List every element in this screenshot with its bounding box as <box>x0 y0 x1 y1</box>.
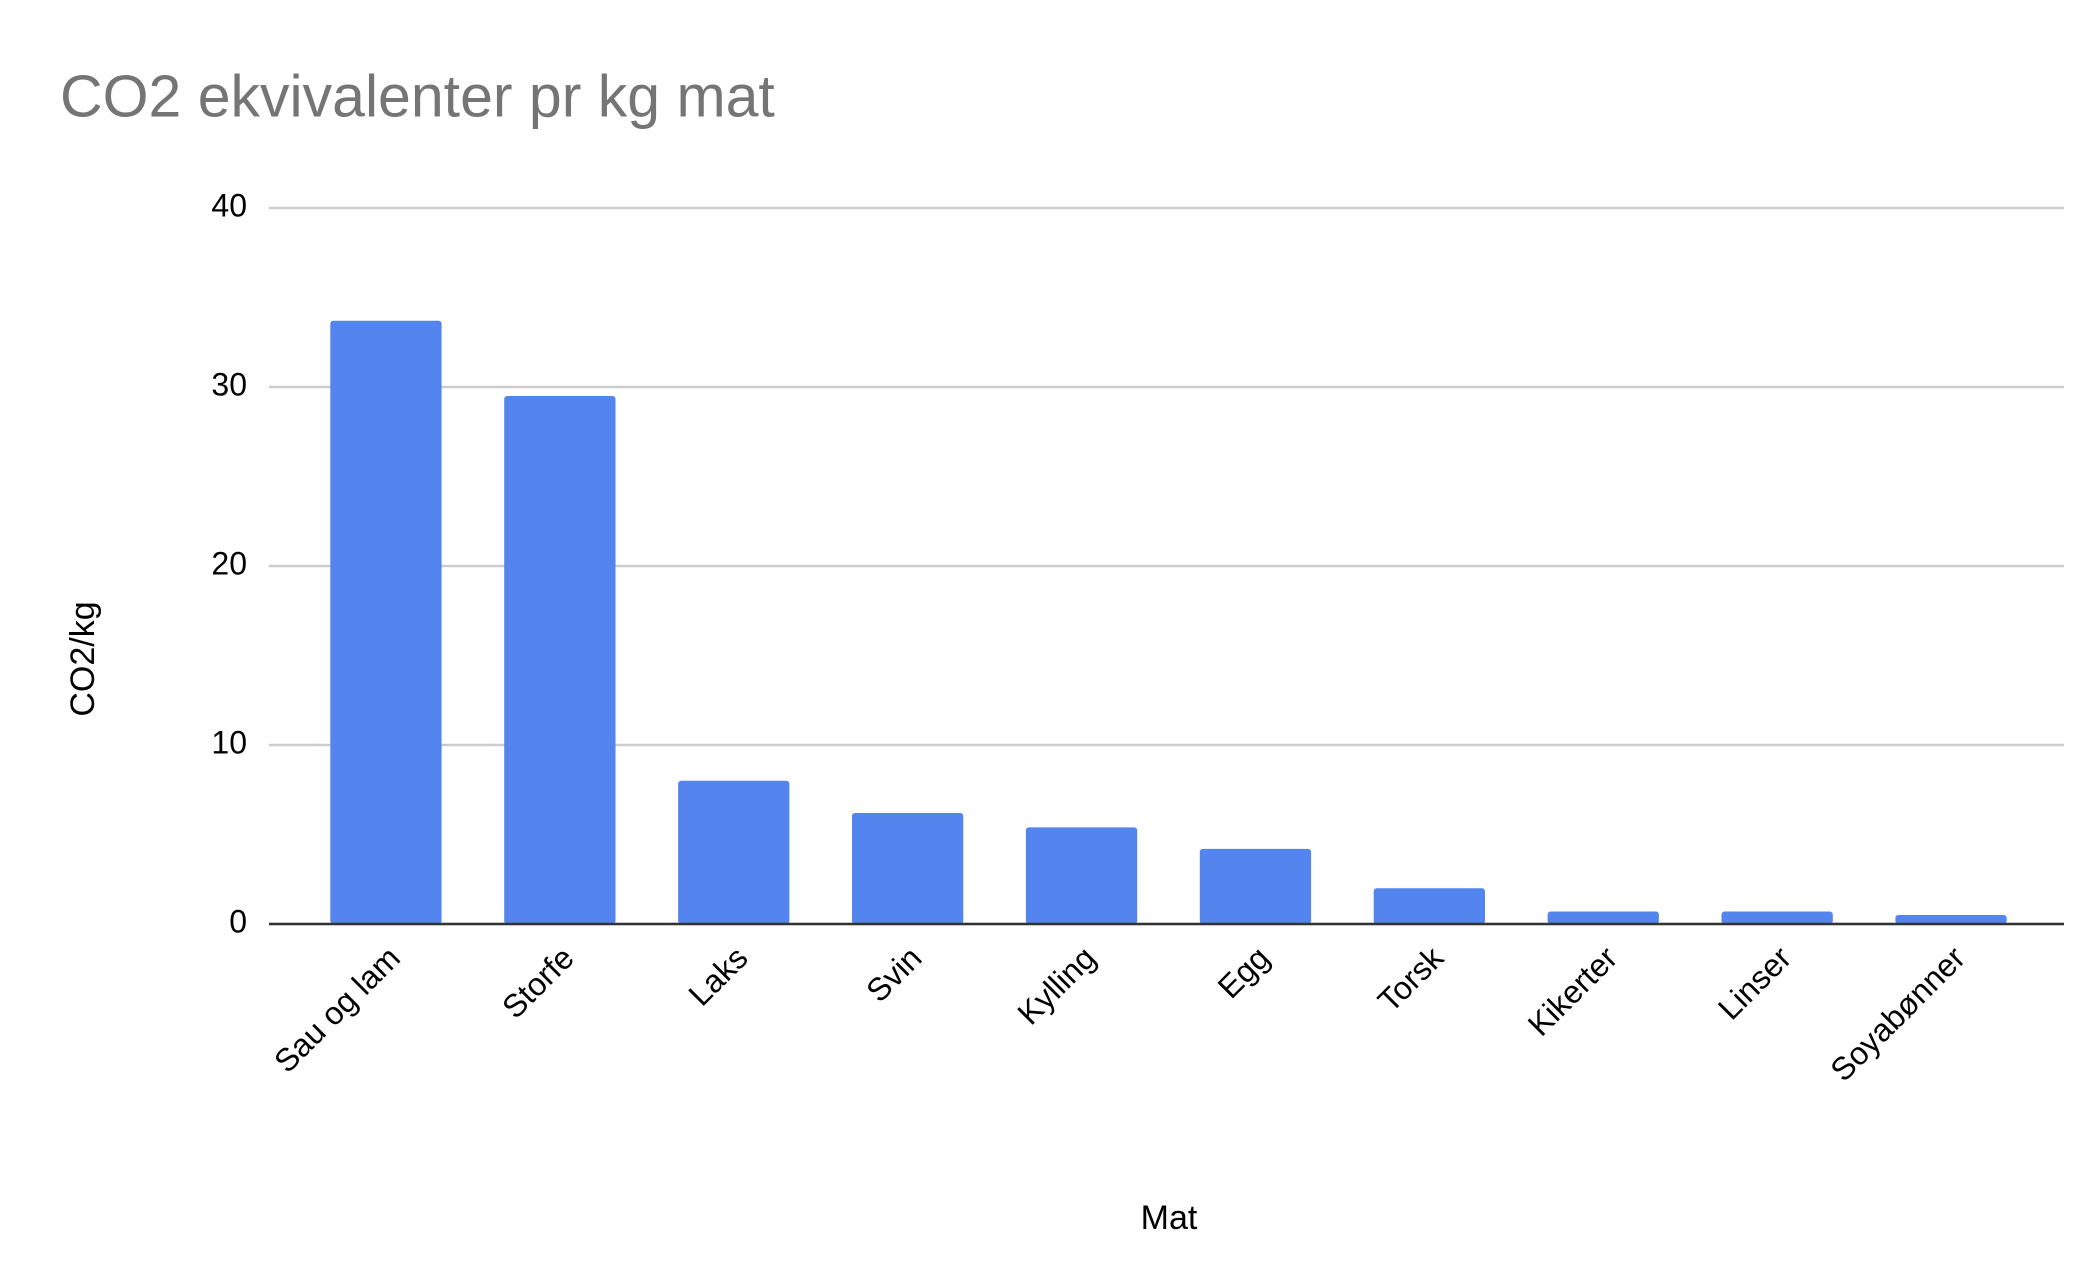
x-tick-label: Sau og lam <box>267 939 407 1079</box>
bar <box>852 813 964 924</box>
x-tick-label: Egg <box>1211 939 1277 1005</box>
bar <box>330 320 442 924</box>
x-tick-label: Laks <box>681 939 754 1012</box>
bar <box>1025 827 1138 924</box>
bar <box>504 395 616 924</box>
x-tick-label: Storfe <box>495 939 581 1025</box>
y-tick-label: 0 <box>229 903 247 939</box>
bar <box>678 780 790 924</box>
x-tick-label: Soyabønner <box>1823 939 1972 1088</box>
y-tick-label: 10 <box>211 724 247 760</box>
y-tick-label: 20 <box>211 545 247 581</box>
x-tick-label: Kylling <box>1010 939 1102 1031</box>
bar <box>1721 911 1833 924</box>
bar <box>1895 915 2007 924</box>
x-axis-label: Mat <box>1141 1199 1198 1237</box>
y-tick-label: 30 <box>211 366 247 402</box>
y-tick-label: 40 <box>211 187 247 223</box>
bar <box>1199 848 1312 924</box>
chart-title: CO2 ekvivalenter pr kg mat <box>60 64 775 130</box>
x-tick-label: Kikerter <box>1521 939 1625 1043</box>
x-tick-label: Torsk <box>1371 939 1451 1019</box>
x-tick-label: Linser <box>1711 939 1798 1026</box>
x-tick-label: Svin <box>859 939 928 1008</box>
y-axis-label: CO2/kg <box>64 601 102 716</box>
bar <box>1373 888 1485 924</box>
bar <box>1547 911 1659 924</box>
